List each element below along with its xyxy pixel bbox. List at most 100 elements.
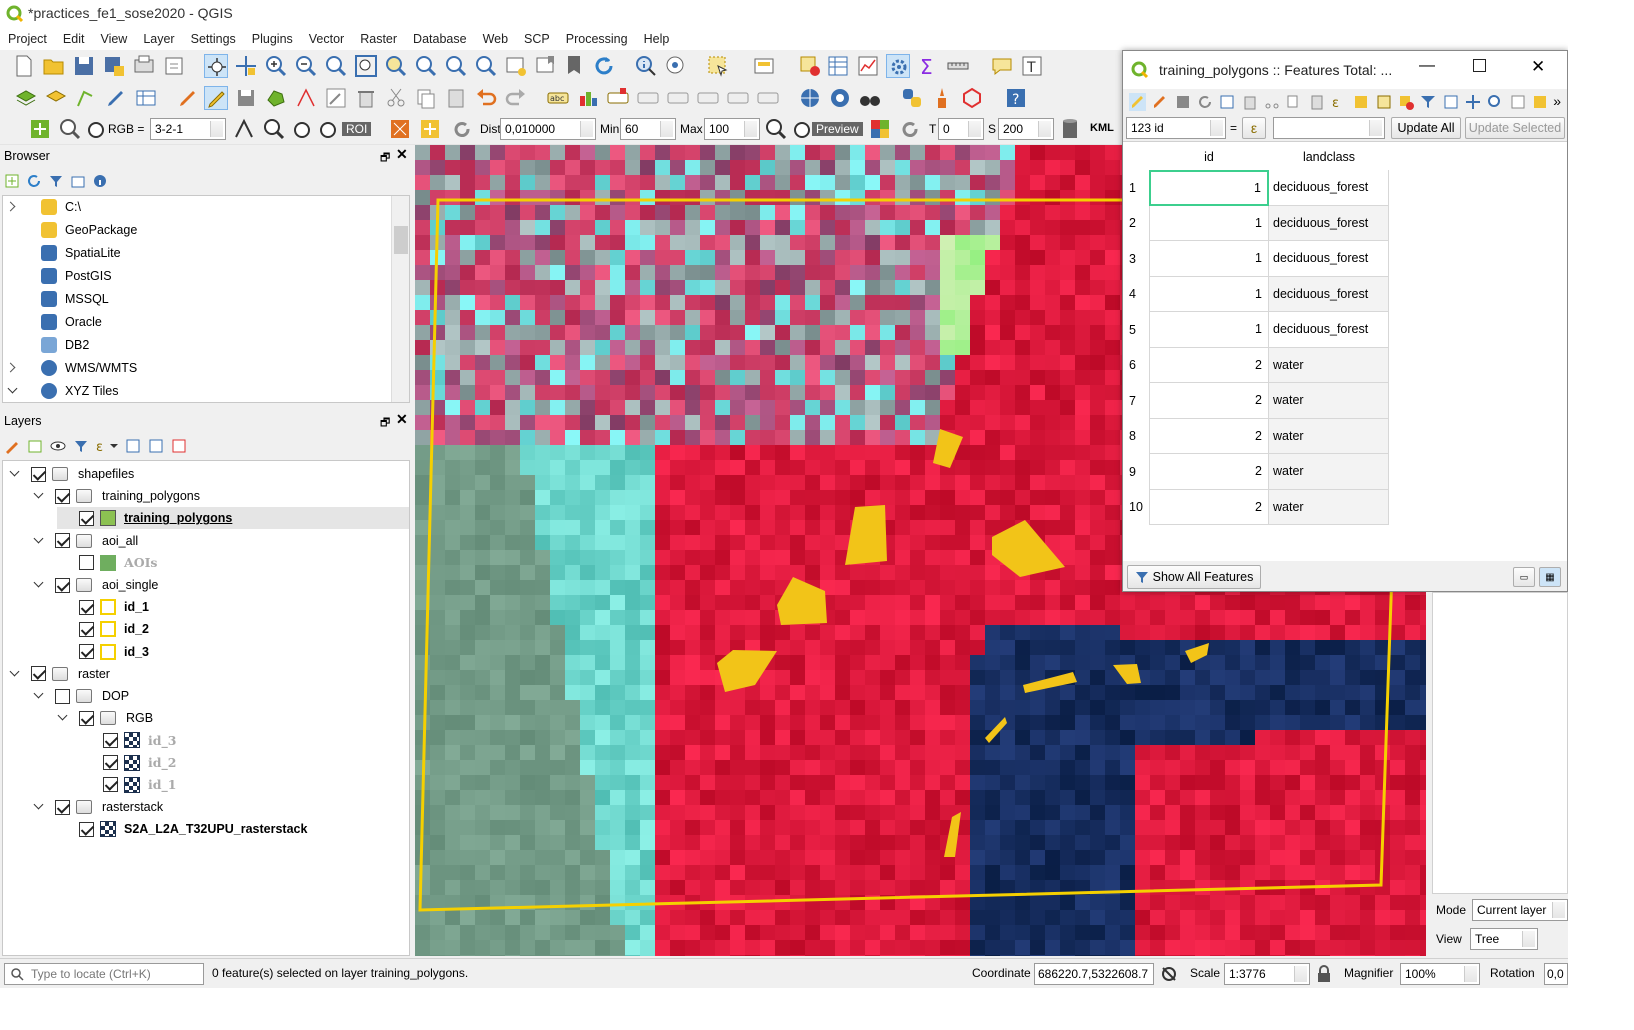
layer-visibility-checkbox[interactable] [103,732,118,748]
undo-icon[interactable] [474,86,498,110]
layer-tree-item[interactable]: id_2 [57,618,149,640]
collapse-layers-icon[interactable] [148,438,164,454]
layer-visibility-checkbox[interactable] [55,688,70,704]
text-annotation-icon[interactable]: T [1020,54,1044,78]
pan-selected-icon[interactable] [1464,93,1481,111]
manage-visibility-icon[interactable] [50,438,66,454]
field-value-input[interactable] [1273,117,1385,139]
open-project-icon[interactable] [42,54,66,78]
add-layer-icon[interactable] [14,86,38,110]
add-table-icon[interactable] [134,86,158,110]
style-layer-icon[interactable] [4,438,20,454]
layer-visibility-checkbox[interactable] [55,799,70,815]
cell-landclass[interactable]: water [1269,454,1389,490]
maximize-icon[interactable] [1473,59,1486,72]
vertex-tool-icon[interactable] [294,86,318,110]
browser-item[interactable]: SpatiaLite [7,242,121,264]
delete-selected-icon[interactable] [354,86,378,110]
deselect-features-icon[interactable] [798,54,822,78]
layer-visibility-checkbox[interactable] [79,555,94,571]
print-layout-icon[interactable] [132,54,156,78]
table-row[interactable]: 4 1 deciduous_forest [1123,276,1389,312]
t-spinbox[interactable]: 0 [938,118,984,140]
add-group-icon[interactable] [27,438,43,454]
row-number[interactable]: 7 [1123,383,1149,419]
row-number[interactable]: 10 [1123,489,1149,525]
layer-visibility-checkbox[interactable] [79,710,94,726]
roi-toggle-icon[interactable] [316,118,340,142]
add-feature-icon[interactable] [1218,93,1235,111]
cell-id[interactable]: 1 [1149,312,1269,348]
browser-item[interactable]: WMS/WMTS [7,357,137,379]
change-label-icon[interactable] [756,86,780,110]
layer-tree-item[interactable]: id_1 [57,596,149,618]
invert-selection-icon[interactable] [1375,93,1392,111]
cell-landclass[interactable]: water [1269,383,1389,419]
table-row[interactable]: 3 1 deciduous_forest [1123,241,1389,277]
copy-icon[interactable] [1285,93,1302,111]
toggle-editing-icon[interactable] [204,86,228,110]
save-edits-icon[interactable] [234,86,258,110]
menu-vector[interactable]: Vector [308,32,345,46]
select-features-icon[interactable] [706,54,730,78]
layer-visibility-checkbox[interactable] [31,666,46,682]
row-number[interactable]: 1 [1123,170,1149,206]
menu-help[interactable]: Help [643,32,670,46]
collapse-all-icon[interactable] [70,173,86,189]
layer-tree-item[interactable]: id_2 [81,752,176,774]
info-icon[interactable] [92,173,108,189]
refresh-browser-icon[interactable] [26,173,42,189]
layout-manager-icon[interactable] [162,54,186,78]
current-edits-icon[interactable] [176,86,200,110]
close-layers-icon[interactable]: ✕ [396,411,408,427]
map-tips-icon[interactable] [990,54,1014,78]
label-icon[interactable]: abc [546,86,570,110]
more-tools-icon[interactable]: » [1553,93,1562,109]
new-map-view-icon[interactable] [504,54,528,78]
select-by-value-icon[interactable] [752,54,776,78]
browser-item[interactable]: Oracle [7,311,102,333]
row-number[interactable]: 3 [1123,241,1149,277]
cell-landclass[interactable]: deciduous_forest [1269,276,1389,312]
redo-preview-icon[interactable] [898,117,922,141]
toggle-extents-icon[interactable] [1160,965,1178,983]
redo-roi-icon[interactable] [450,117,474,141]
reload-table-icon[interactable] [1196,93,1213,111]
field-select-combo[interactable]: 123 id [1126,117,1226,139]
float-panel-icon[interactable]: 🗗 [380,152,391,164]
edit-pen-icon[interactable] [104,86,128,110]
zoom-in-icon[interactable] [264,54,288,78]
browser-scrollbar[interactable] [391,196,409,402]
layer-tree-item[interactable]: aoi_single [33,574,158,596]
table-row[interactable]: 1 1 deciduous_forest [1123,170,1389,206]
layer-tree-item[interactable]: S2A_L2A_T32UPU_rasterstack [57,818,307,840]
layer-tree-item[interactable]: training_polygons [33,485,200,507]
layer-tree-item[interactable]: DOP [33,685,129,707]
cell-landclass[interactable]: deciduous_forest [1269,312,1389,348]
expand-down-icon[interactable] [33,535,45,547]
cell-id[interactable]: 1 [1149,276,1269,312]
layer-visibility-checkbox[interactable] [79,510,94,526]
filter-browser-icon[interactable] [48,173,64,189]
browser-item[interactable]: XYZ Tiles [7,380,119,402]
rgb-combo[interactable]: 3-2-1 [150,118,226,140]
remove-temp-files-icon[interactable] [1058,117,1082,141]
expand-down-icon[interactable] [33,801,45,813]
menu-layer[interactable]: Layer [143,32,175,46]
layer-tree-item[interactable]: training_polygons [57,507,409,530]
cell-landclass[interactable]: deciduous_forest [1269,170,1389,206]
layer-tree-item[interactable]: id_1 [81,774,176,796]
zoom-out-icon[interactable] [294,54,318,78]
layer-visibility-checkbox[interactable] [55,533,70,549]
layer-tree-item[interactable]: id_3 [81,729,176,751]
layer-visibility-checkbox[interactable] [79,599,94,615]
minimize-icon[interactable]: — [1419,57,1435,74]
row-number[interactable]: 9 [1123,454,1149,490]
layer-diagram-icon[interactable] [576,86,600,110]
remove-layer-icon[interactable] [171,438,187,454]
table-row[interactable]: 9 2 water [1123,454,1389,490]
cell-landclass[interactable]: water [1269,489,1389,525]
select-expression-icon[interactable]: ε [1330,93,1347,111]
max-spinbox[interactable]: 100 [704,118,760,140]
add-selected-icon[interactable] [4,173,20,189]
